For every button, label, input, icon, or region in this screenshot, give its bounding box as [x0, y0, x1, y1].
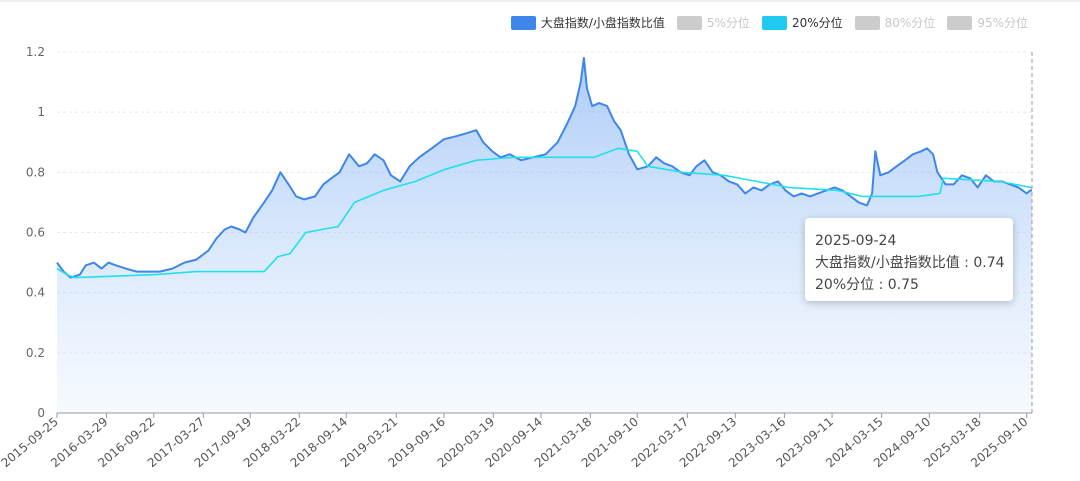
legend-item-ratio[interactable]: 大盘指数/小盘指数比值	[510, 14, 665, 31]
legend-swatch	[676, 15, 702, 30]
area-layer	[57, 58, 1032, 413]
p20-series-line	[56, 147, 1032, 279]
y-tick-label: 1.2	[26, 45, 45, 59]
legend-label: 大盘指数/小盘指数比值	[540, 16, 665, 30]
y-tick-label: 0	[37, 406, 45, 420]
legend-item-p5[interactable]: 5%分位	[676, 14, 750, 31]
tooltip-date: 2025-09-24	[815, 233, 897, 249]
legend-swatch	[947, 15, 973, 30]
legend-label: 5%分位	[706, 16, 750, 30]
legend-label: 80%分位	[884, 16, 936, 30]
legend-swatch	[510, 15, 536, 30]
series-area	[57, 58, 1032, 413]
tooltip-p20-value: 20%分位 : 0.75	[815, 277, 919, 293]
y-tick-label: 0.4	[26, 286, 45, 300]
legend-label: 20%分位	[791, 16, 843, 30]
ratio-series-line	[56, 57, 1032, 279]
y-tick-label: 0.8	[26, 165, 45, 179]
y-tick-label: 0.6	[26, 226, 45, 240]
legend-item-p95[interactable]: 95%分位	[947, 14, 1028, 31]
legend-swatch	[761, 15, 787, 30]
legend-label: 95%分位	[977, 16, 1028, 30]
line-layer	[56, 57, 1032, 279]
legend-item-p20[interactable]: 20%分位	[761, 14, 843, 31]
legend: 大盘指数/小盘指数比值 5%分位 20%分位 80%分位 95%分位	[510, 14, 1028, 31]
tooltip-ratio-value: 大盘指数/小盘指数比值 : 0.74	[815, 255, 1005, 271]
top-divider	[0, 0, 1080, 2]
y-tick-label: 0.2	[26, 346, 45, 360]
legend-item-p80[interactable]: 80%分位	[854, 14, 936, 31]
y-tick-label: 1	[37, 105, 45, 119]
legend-swatch	[854, 15, 880, 30]
tooltip: 2025-09-24 大盘指数/小盘指数比值 : 0.74 20%分位 : 0.…	[805, 218, 1013, 301]
